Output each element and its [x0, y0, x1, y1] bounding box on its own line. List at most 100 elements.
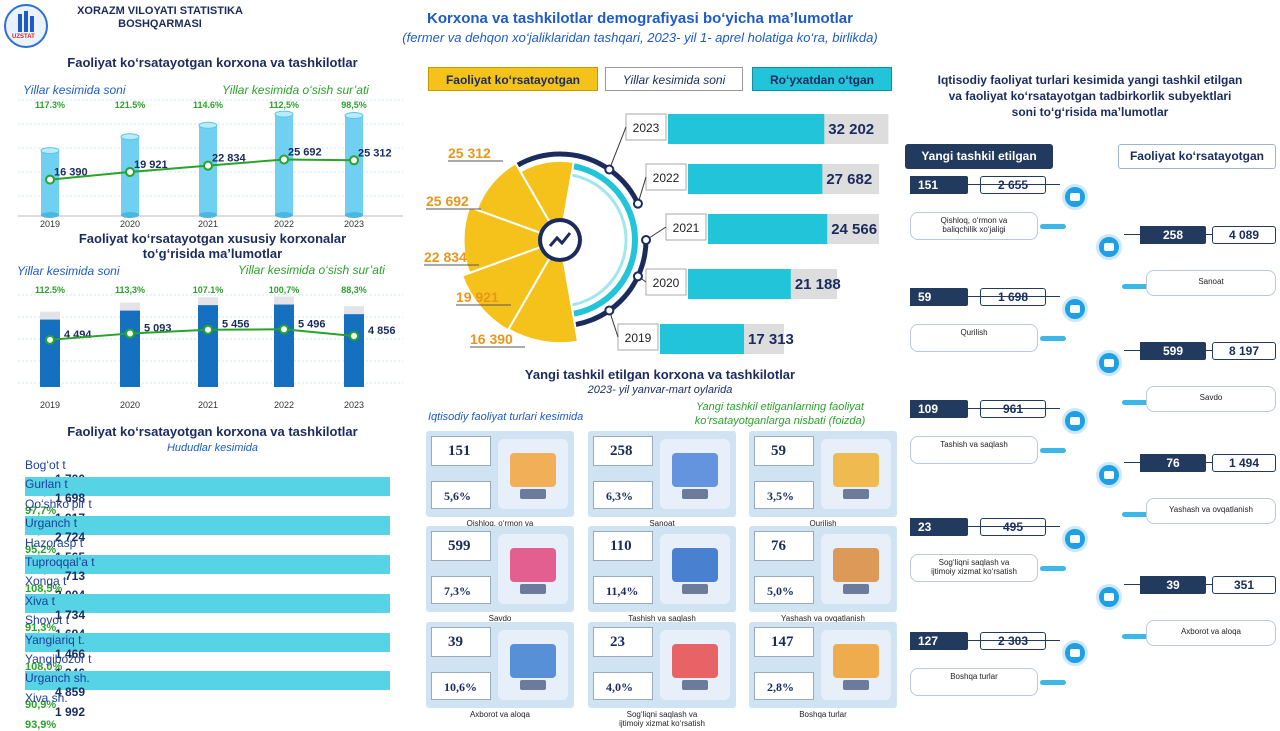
chart1-growth-label: 121.5%	[115, 100, 146, 110]
card-percent: 10,6%	[431, 672, 491, 700]
shopping-icon	[498, 534, 568, 604]
page-title: Korxona va tashkilotlar demografiyasi bo…	[427, 10, 853, 27]
region-row: Yangiariq t. 1 466 108,0%	[25, 632, 390, 673]
plate-icon-glyph	[1104, 471, 1114, 479]
left-item-label: Qurilish	[910, 324, 1038, 352]
illustration-base	[682, 680, 708, 690]
chart2-title: Faoliyat ko‘rsatayotgan xususiy korxonal…	[20, 231, 405, 261]
funnel-connector-dot	[632, 198, 643, 209]
region-value: 2 724	[54, 530, 85, 545]
illustration-base	[520, 584, 546, 594]
card-label-line1: Sanoat	[649, 519, 675, 528]
icon-glyph-shape	[1104, 471, 1114, 479]
chart2-growth-point	[45, 334, 55, 345]
chart1-growth-point	[203, 160, 213, 171]
left-item-label: Tashish va saqlash	[910, 436, 1038, 464]
chart1-bar-top	[274, 110, 294, 118]
card-label-line1: Sog‘liqni saqlash va	[626, 710, 698, 719]
funnel-active-label: 19 921	[456, 289, 499, 305]
chart1-bar-top	[120, 133, 140, 141]
left-item-connector	[968, 184, 1060, 185]
illustration-shape	[672, 548, 718, 582]
region-pct: 95,2%	[25, 544, 57, 557]
card-label: Sog‘liqni saqlash va ijtimoiy xizmat ko‘r…	[588, 710, 736, 728]
card-percent: 6,3%	[593, 481, 653, 509]
funnel-connector-dot	[641, 235, 651, 245]
left-item-bar	[1040, 336, 1066, 341]
region-pct: 97,7%	[25, 505, 57, 518]
icon-glyph-shape	[1070, 193, 1080, 201]
chart1-growth-point	[279, 154, 289, 165]
card-label: Axborot va aloqa	[426, 710, 574, 719]
funnel-year-box	[617, 323, 659, 351]
chart1-category-label: 2019	[40, 219, 60, 229]
icon-glyph-shape	[1104, 359, 1114, 367]
left-item-label: Boshqa turlar	[910, 668, 1038, 696]
region-row: Xiva sh. 1 992 93,9%	[25, 691, 390, 731]
right-item-new: 76	[1140, 454, 1206, 472]
cart-icon-glyph	[1104, 359, 1114, 367]
right-item-label: Axborot va aloqa	[1146, 620, 1276, 646]
chart1-growth-label: 117.3%	[35, 100, 65, 110]
org-line1: XORAZM VILOYATI STATISTIKA	[77, 5, 243, 17]
new-orgs-subtitle: 2023- yil yanvar-mart oylarida	[587, 384, 733, 396]
chart1-bar-top	[198, 121, 218, 129]
crane-icon	[1062, 296, 1088, 322]
left-item-new: 109	[910, 400, 968, 418]
region-pct: 90,9%	[25, 699, 57, 712]
icon-glyph-shape	[1070, 417, 1080, 425]
illustration-base	[843, 584, 869, 594]
region-value: 713	[64, 569, 85, 583]
chart1-growth-label: 114.6%	[193, 100, 223, 110]
region-pct: 93,9%	[25, 718, 57, 731]
icon-glyph-shape	[1104, 593, 1114, 601]
region-name: Bog‘ot t	[25, 458, 66, 472]
right-item-label-line1: Axborot va aloqa	[1180, 627, 1242, 636]
icon-glyph-shape	[1104, 243, 1114, 251]
chart2-category-label: 2019	[40, 400, 60, 410]
card-label-line1: Savdo	[488, 614, 512, 623]
antenna-icon	[1096, 584, 1122, 610]
agriculture-icon	[498, 439, 568, 509]
org-line2: BOSHQARMASI	[118, 18, 202, 30]
region-pct: 108,5%	[25, 583, 63, 595]
funnel-year-label: 2023	[633, 121, 660, 135]
funnel-connector-dot	[604, 305, 615, 316]
funnel-bar	[660, 324, 745, 354]
illustration-shape	[833, 548, 879, 582]
right-item-label-line1: Savdo	[1199, 393, 1223, 402]
chart1-value-label: 25 692	[288, 146, 322, 158]
right-title-line1: Iqtisodiy faoliyat turlari kesimida yang…	[937, 73, 1243, 87]
chart2-value-label: 5 496	[298, 318, 326, 330]
funnel-bar	[688, 269, 791, 299]
chart1-category-label: 2020	[120, 219, 140, 229]
org-name: XORAZM VILOYATI STATISTIKA BOSHQARMASI	[60, 5, 260, 31]
card-number: 258	[593, 436, 653, 466]
region-name: Tuproqqal’a t	[25, 555, 95, 569]
legend-registered: Ro‘yxatdan o‘tgan	[752, 67, 892, 91]
region-row: Hazorasp t1 565105,5%	[25, 536, 390, 576]
factory-icon	[1096, 234, 1122, 260]
chart2-category-label: 2021	[198, 400, 218, 410]
chart2-category-label: 2023	[344, 400, 364, 410]
funnel-year-label: 2021	[673, 221, 700, 235]
chart1-value-label: 25 312	[358, 147, 392, 159]
chart2-bar	[274, 304, 294, 387]
funnel-bar	[668, 114, 825, 144]
truck-icon-glyph	[1070, 417, 1080, 425]
card-label-line1: Qurilish	[809, 519, 837, 528]
funnel-bar-label: 27 682	[826, 171, 872, 188]
right-item-new: 258	[1140, 226, 1206, 244]
activity-card: 110 11,4%	[588, 526, 736, 612]
region-name: Gurlan t	[25, 477, 68, 492]
health-icon	[660, 630, 730, 700]
regions-subtitle: Hududlar kesimida	[166, 442, 259, 454]
antenna-icon-glyph	[1104, 593, 1114, 601]
card-percent: 3,5%	[754, 481, 814, 509]
left-item-label: Qishloq, o‘rmon va baliqchilik xo‘jaligi	[910, 212, 1038, 240]
chart1-value-label: 22 834	[212, 153, 247, 165]
region-name: Qo‘shko‘pir t	[25, 496, 92, 511]
left-item-bar	[1040, 566, 1066, 571]
